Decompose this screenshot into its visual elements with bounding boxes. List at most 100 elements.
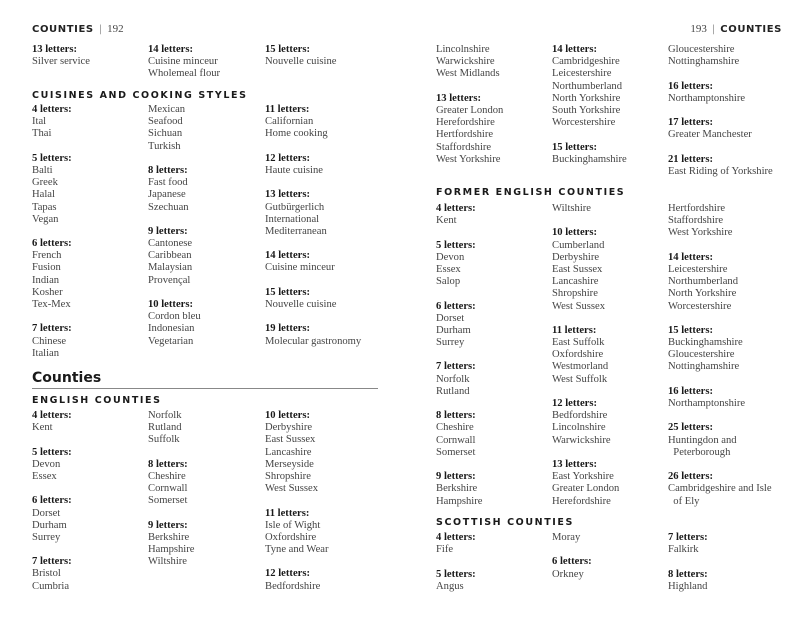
word-entry: Durham: [32, 519, 67, 531]
word-entry: Hertfordshire: [436, 129, 494, 141]
word-entry: Kent: [436, 215, 457, 227]
word-entry: Worcestershire: [552, 117, 616, 129]
letter-count-label: 12 letters:: [265, 152, 310, 164]
word-column: 14 letters: Cuisine minceur Wholemeal flou…: [148, 44, 263, 81]
letter-count-label: 5 letters:: [436, 239, 476, 251]
letter-count-label: 6 letters:: [436, 300, 476, 312]
word-entry: Shropshire: [552, 288, 598, 300]
letter-count-label: 13 letters:: [265, 189, 310, 201]
letter-count-label: 8 letters:: [668, 568, 708, 580]
word-entry: Tex-Mex: [32, 299, 71, 310]
letter-count-label: 7 letters:: [32, 556, 72, 568]
word-column: 7 letters: Falkirk 8 letters: Highland: [668, 532, 783, 593]
letter-count-label: 10 letters:: [265, 410, 310, 421]
word-entry: Malaysian: [148, 262, 193, 274]
spacer: [552, 129, 667, 141]
word-column: 13 letters: Silver service: [32, 44, 147, 68]
word-entry: Vegetarian: [148, 335, 194, 347]
word-entry: Herefordshire: [552, 495, 611, 507]
word-entry: Lincolnshire: [436, 44, 490, 55]
word-column: Gloucestershire Nottinghamshire 16 letters…: [668, 44, 783, 178]
word-entry: Cantonese: [148, 238, 193, 250]
word-entry: Cornwall: [148, 483, 188, 495]
running-title: COUNTIES: [720, 24, 782, 35]
spacer: [32, 141, 147, 153]
word-entry: Derbyshire: [265, 422, 313, 434]
page-number: 193: [690, 23, 707, 35]
letter-count-label: 5 letters:: [32, 152, 72, 164]
spacer: [265, 311, 380, 323]
word-entry: Halal: [32, 189, 55, 201]
word-entry: North Yorkshire: [552, 92, 621, 104]
section-heading-scottish-counties: SCOTTISH COUNTIES: [436, 517, 574, 528]
word-entry: Warwickshire: [436, 56, 495, 68]
letter-count-label: 26 letters:: [668, 471, 713, 483]
spacer: [668, 556, 783, 568]
spacer: [148, 447, 263, 459]
word-entry: Oxfordshire: [265, 531, 317, 543]
word-entry: of Ely: [668, 495, 700, 507]
word-entry: Highland: [668, 580, 708, 592]
word-entry: Warwickshire: [552, 434, 611, 446]
letter-count-label: 16 letters:: [668, 385, 713, 397]
letter-count-label: 9 letters:: [436, 471, 476, 483]
word-entry: Westmorland: [552, 361, 609, 373]
word-entry: Fast food: [148, 177, 188, 189]
word-entry: Essex: [32, 470, 57, 482]
letter-count-label: 14 letters:: [552, 44, 597, 55]
letter-count-label: 11 letters:: [265, 104, 310, 115]
letter-count-label: 12 letters:: [552, 398, 597, 409]
spacer: [265, 275, 380, 287]
letter-count-label: 19 letters:: [265, 323, 310, 335]
letter-count-label: 15 letters:: [668, 324, 713, 336]
word-entry: North Yorkshire: [668, 288, 737, 300]
letter-count-label: 17 letters:: [668, 117, 713, 129]
word-entry: Silver service: [32, 56, 90, 68]
word-entry: Surrey: [32, 531, 61, 543]
letter-count-label: 14 letters:: [668, 251, 713, 263]
spacer: [668, 142, 783, 154]
word-entry: Gloucestershire: [668, 349, 735, 361]
header-divider: |: [98, 24, 103, 35]
spacer: [265, 556, 380, 568]
letter-count-label: 8 letters:: [436, 410, 476, 422]
word-entry: Caribbean: [148, 250, 192, 262]
letter-count-label: 5 letters:: [436, 568, 476, 580]
word-entry: Hampshire: [436, 495, 483, 507]
word-column: 4 letters: Kent 5 letters: Devon Essex Salop 6…: [436, 203, 551, 508]
letter-count-label: 7 letters:: [32, 323, 72, 335]
word-entry: Bedfordshire: [552, 410, 608, 422]
spacer: [32, 226, 147, 238]
letter-count-label: 8 letters:: [148, 164, 188, 176]
word-entry: Bristol: [32, 568, 61, 580]
word-entry: East Sussex: [265, 434, 316, 446]
word-entry: Devon: [436, 251, 465, 263]
spacer: [148, 287, 263, 299]
word-entry: Cheshire: [148, 470, 186, 482]
word-entry: Cumberland: [552, 239, 605, 251]
spacer: [32, 434, 147, 446]
spacer: [668, 313, 783, 325]
word-column: 11 letters: Californian Home cooking 12 let…: [265, 104, 380, 348]
word-entry: Thai: [32, 128, 52, 140]
word-entry: Fife: [436, 544, 454, 556]
letter-count-label: 9 letters:: [148, 225, 188, 237]
word-entry: Norfolk: [148, 410, 182, 421]
word-entry: Herefordshire: [436, 117, 495, 129]
word-entry: Staffordshire: [436, 141, 492, 153]
letter-count-label: 10 letters:: [148, 299, 193, 310]
letter-count-label: 10 letters:: [552, 227, 597, 239]
word-entry: Cheshire: [436, 422, 474, 434]
word-entry: West Sussex: [552, 300, 605, 312]
word-entry: Vegan: [32, 213, 59, 225]
word-entry: Nottinghamshire: [668, 56, 740, 68]
spacer: [668, 105, 783, 117]
word-entry: Huntingdon and: [668, 434, 737, 446]
word-entry: Berkshire: [436, 483, 478, 495]
word-entry: Gloucestershire: [668, 44, 735, 55]
word-entry: Sichuan: [148, 128, 183, 140]
word-entry: Szechuan: [148, 201, 189, 213]
word-entry: Oxfordshire: [552, 349, 604, 361]
word-entry: Italian: [32, 347, 60, 359]
word-entry: Japanese: [148, 189, 186, 201]
